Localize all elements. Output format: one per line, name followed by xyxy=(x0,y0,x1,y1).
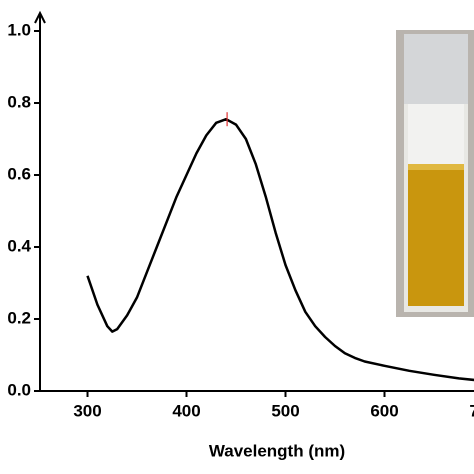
y-tick-label: 1.0 xyxy=(7,20,31,39)
x-tick-label: 700 xyxy=(469,401,474,420)
y-tick-label: 0.2 xyxy=(7,308,31,327)
x-tick-label: 300 xyxy=(73,401,101,420)
x-tick-label: 500 xyxy=(271,401,299,420)
x-tick-label: 400 xyxy=(172,401,200,420)
y-tick-label: 0.6 xyxy=(7,164,31,183)
spectrum-line xyxy=(86,117,474,382)
y-tick-label: 0.0 xyxy=(7,380,31,399)
inset-photo xyxy=(396,30,474,317)
y-tick-label: 0.4 xyxy=(7,236,31,255)
x-axis-label: Wavelength (nm) xyxy=(209,441,345,460)
x-tick-label: 600 xyxy=(370,401,398,420)
y-tick-label: 0.8 xyxy=(7,92,31,111)
